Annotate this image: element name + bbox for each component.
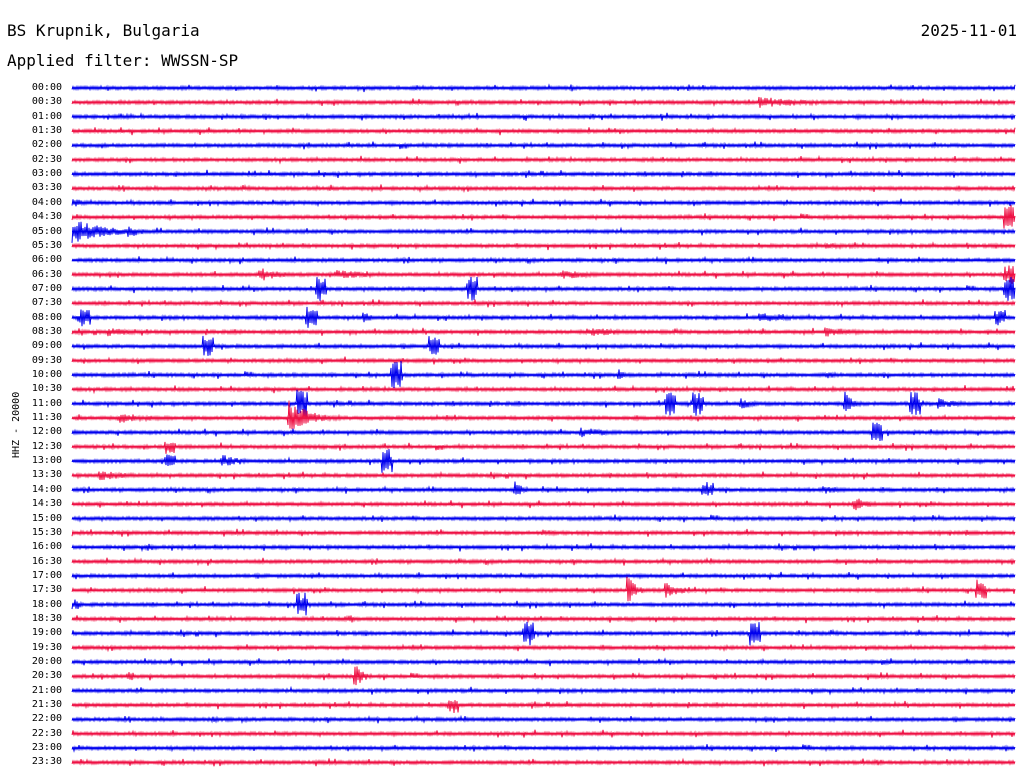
time-label: 08:00: [31, 311, 62, 323]
time-label: 14:30: [31, 498, 62, 510]
time-label: 13:30: [31, 469, 62, 481]
time-label: 16:00: [31, 541, 62, 553]
time-label: 19:30: [31, 641, 62, 653]
station-title: BS Krupnik, Bulgaria: [7, 21, 200, 40]
time-label: 15:00: [31, 512, 62, 524]
time-label: 10:30: [31, 383, 62, 395]
time-label: 21:30: [31, 699, 62, 711]
time-label: 00:30: [31, 96, 62, 108]
time-label: 12:00: [31, 426, 62, 438]
time-label: 11:00: [31, 397, 62, 409]
time-label: 05:00: [31, 225, 62, 237]
time-label: 15:30: [31, 526, 62, 538]
time-label: 02:30: [31, 153, 62, 165]
time-label: 03:30: [31, 182, 62, 194]
time-label: 23:30: [31, 756, 62, 768]
time-label: 01:30: [31, 125, 62, 137]
time-label: 05:30: [31, 239, 62, 251]
trace-line: [71, 700, 1016, 714]
time-label: 08:30: [31, 325, 62, 337]
time-label: 14:00: [31, 483, 62, 495]
time-label: 11:30: [31, 412, 62, 424]
time-label: 07:00: [31, 282, 62, 294]
time-label: 18:30: [31, 612, 62, 624]
filter-label: Applied filter: WWSSN-SP: [7, 51, 239, 70]
trace-line: [71, 481, 1016, 496]
time-label: 00:00: [31, 82, 62, 93]
time-label: 20:00: [31, 656, 62, 667]
time-label: 09:00: [31, 340, 62, 352]
time-label: 12:30: [31, 440, 62, 452]
time-label: 17:30: [31, 584, 62, 596]
time-label: 04:30: [31, 211, 62, 223]
time-label: 17:00: [31, 569, 62, 581]
trace-line: [71, 221, 1016, 243]
time-label: 09:30: [31, 354, 62, 366]
time-label: 13:00: [31, 455, 62, 467]
time-label: 02:00: [31, 139, 62, 151]
time-label: 16:30: [31, 555, 62, 567]
trace-line: [71, 441, 1016, 454]
date-label: 2025-11-01: [920, 21, 1017, 40]
time-label: 22:30: [31, 727, 62, 739]
time-label: 01:00: [31, 110, 62, 122]
time-label: 03:00: [31, 168, 62, 180]
trace-line: [71, 576, 1016, 602]
time-label: 06:00: [31, 254, 62, 266]
time-label: 06:30: [31, 268, 62, 280]
time-label: 10:00: [31, 369, 62, 380]
time-label: 23:00: [31, 742, 62, 754]
time-label: 20:30: [31, 670, 62, 682]
time-label: 19:00: [31, 627, 62, 639]
time-label: 18:00: [31, 598, 62, 610]
time-label: 21:00: [31, 684, 62, 696]
time-label: 22:00: [31, 713, 62, 725]
time-label: 07:30: [31, 297, 62, 309]
time-label: 04:00: [31, 196, 62, 208]
